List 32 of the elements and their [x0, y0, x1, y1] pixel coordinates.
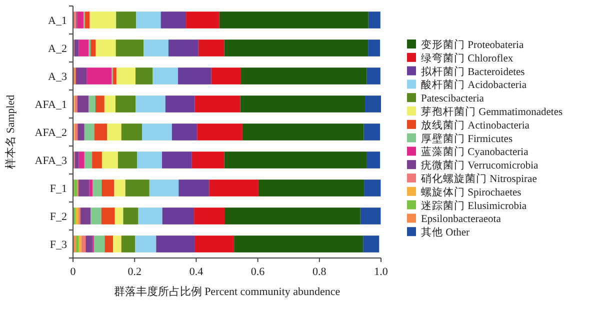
- y-tick-label: F_2: [50, 211, 67, 223]
- x-tick-label: 0.4: [189, 266, 204, 278]
- y-tick-label: A_3: [48, 71, 68, 83]
- legend-label: 螺旋体门 Spirochaetes: [421, 185, 522, 198]
- y-tick-label: AFA_2: [34, 127, 67, 139]
- legend-label: Epsilonbacteraeota: [421, 214, 502, 226]
- x-axis-title: 群落丰度所占比例 Percent community abundence: [114, 285, 340, 298]
- legend-label: 迷踪菌门 Elusimicrobia: [421, 198, 527, 212]
- legend-label: 蓝藻菌门 Cyanobacteria: [421, 145, 529, 158]
- y-tick-label: A_1: [48, 15, 67, 27]
- legend-label: 芽孢杆菌门 Gemmatimonadetes: [421, 105, 563, 118]
- legend-label: 拟杆菌门 Bacteroidetes: [421, 64, 525, 78]
- y-tick-label: AFA_1: [34, 99, 67, 111]
- y-tick-label: F_3: [50, 239, 68, 251]
- x-tick-label: 0.2: [128, 266, 142, 278]
- legend-label: 厚壁菌门 Firmicutes: [421, 132, 513, 145]
- legend-label: 硝化螺旋菌门 Nitrospirae: [420, 172, 538, 185]
- x-tick-label: 0: [70, 266, 76, 278]
- legend-label: Patescibacteria: [421, 94, 484, 105]
- legend-label: 放线菌门 Actinobacteria: [421, 118, 530, 132]
- y-tick-label: F_1: [50, 183, 67, 195]
- legend-label: 绿弯菌门 Chloroflex: [421, 51, 514, 64]
- y-tick-label: AFA_3: [34, 155, 68, 167]
- y-tick-label: A_2: [48, 43, 67, 55]
- x-tick-label: 0.8: [312, 266, 327, 278]
- legend-label: 变形菌门 Proteobateria: [421, 38, 524, 51]
- legend-label: 其他 Other: [421, 226, 470, 239]
- legend-label: 酸杆菌门 Acidobacteria: [421, 78, 527, 92]
- x-tick-label: 1.0: [374, 266, 388, 278]
- y-axis-title: 样本名 Sampled: [4, 94, 17, 170]
- x-tick-label: 0.6: [250, 266, 266, 278]
- legend-label: 疣微菌门 Verrucomicrobia: [421, 158, 539, 172]
